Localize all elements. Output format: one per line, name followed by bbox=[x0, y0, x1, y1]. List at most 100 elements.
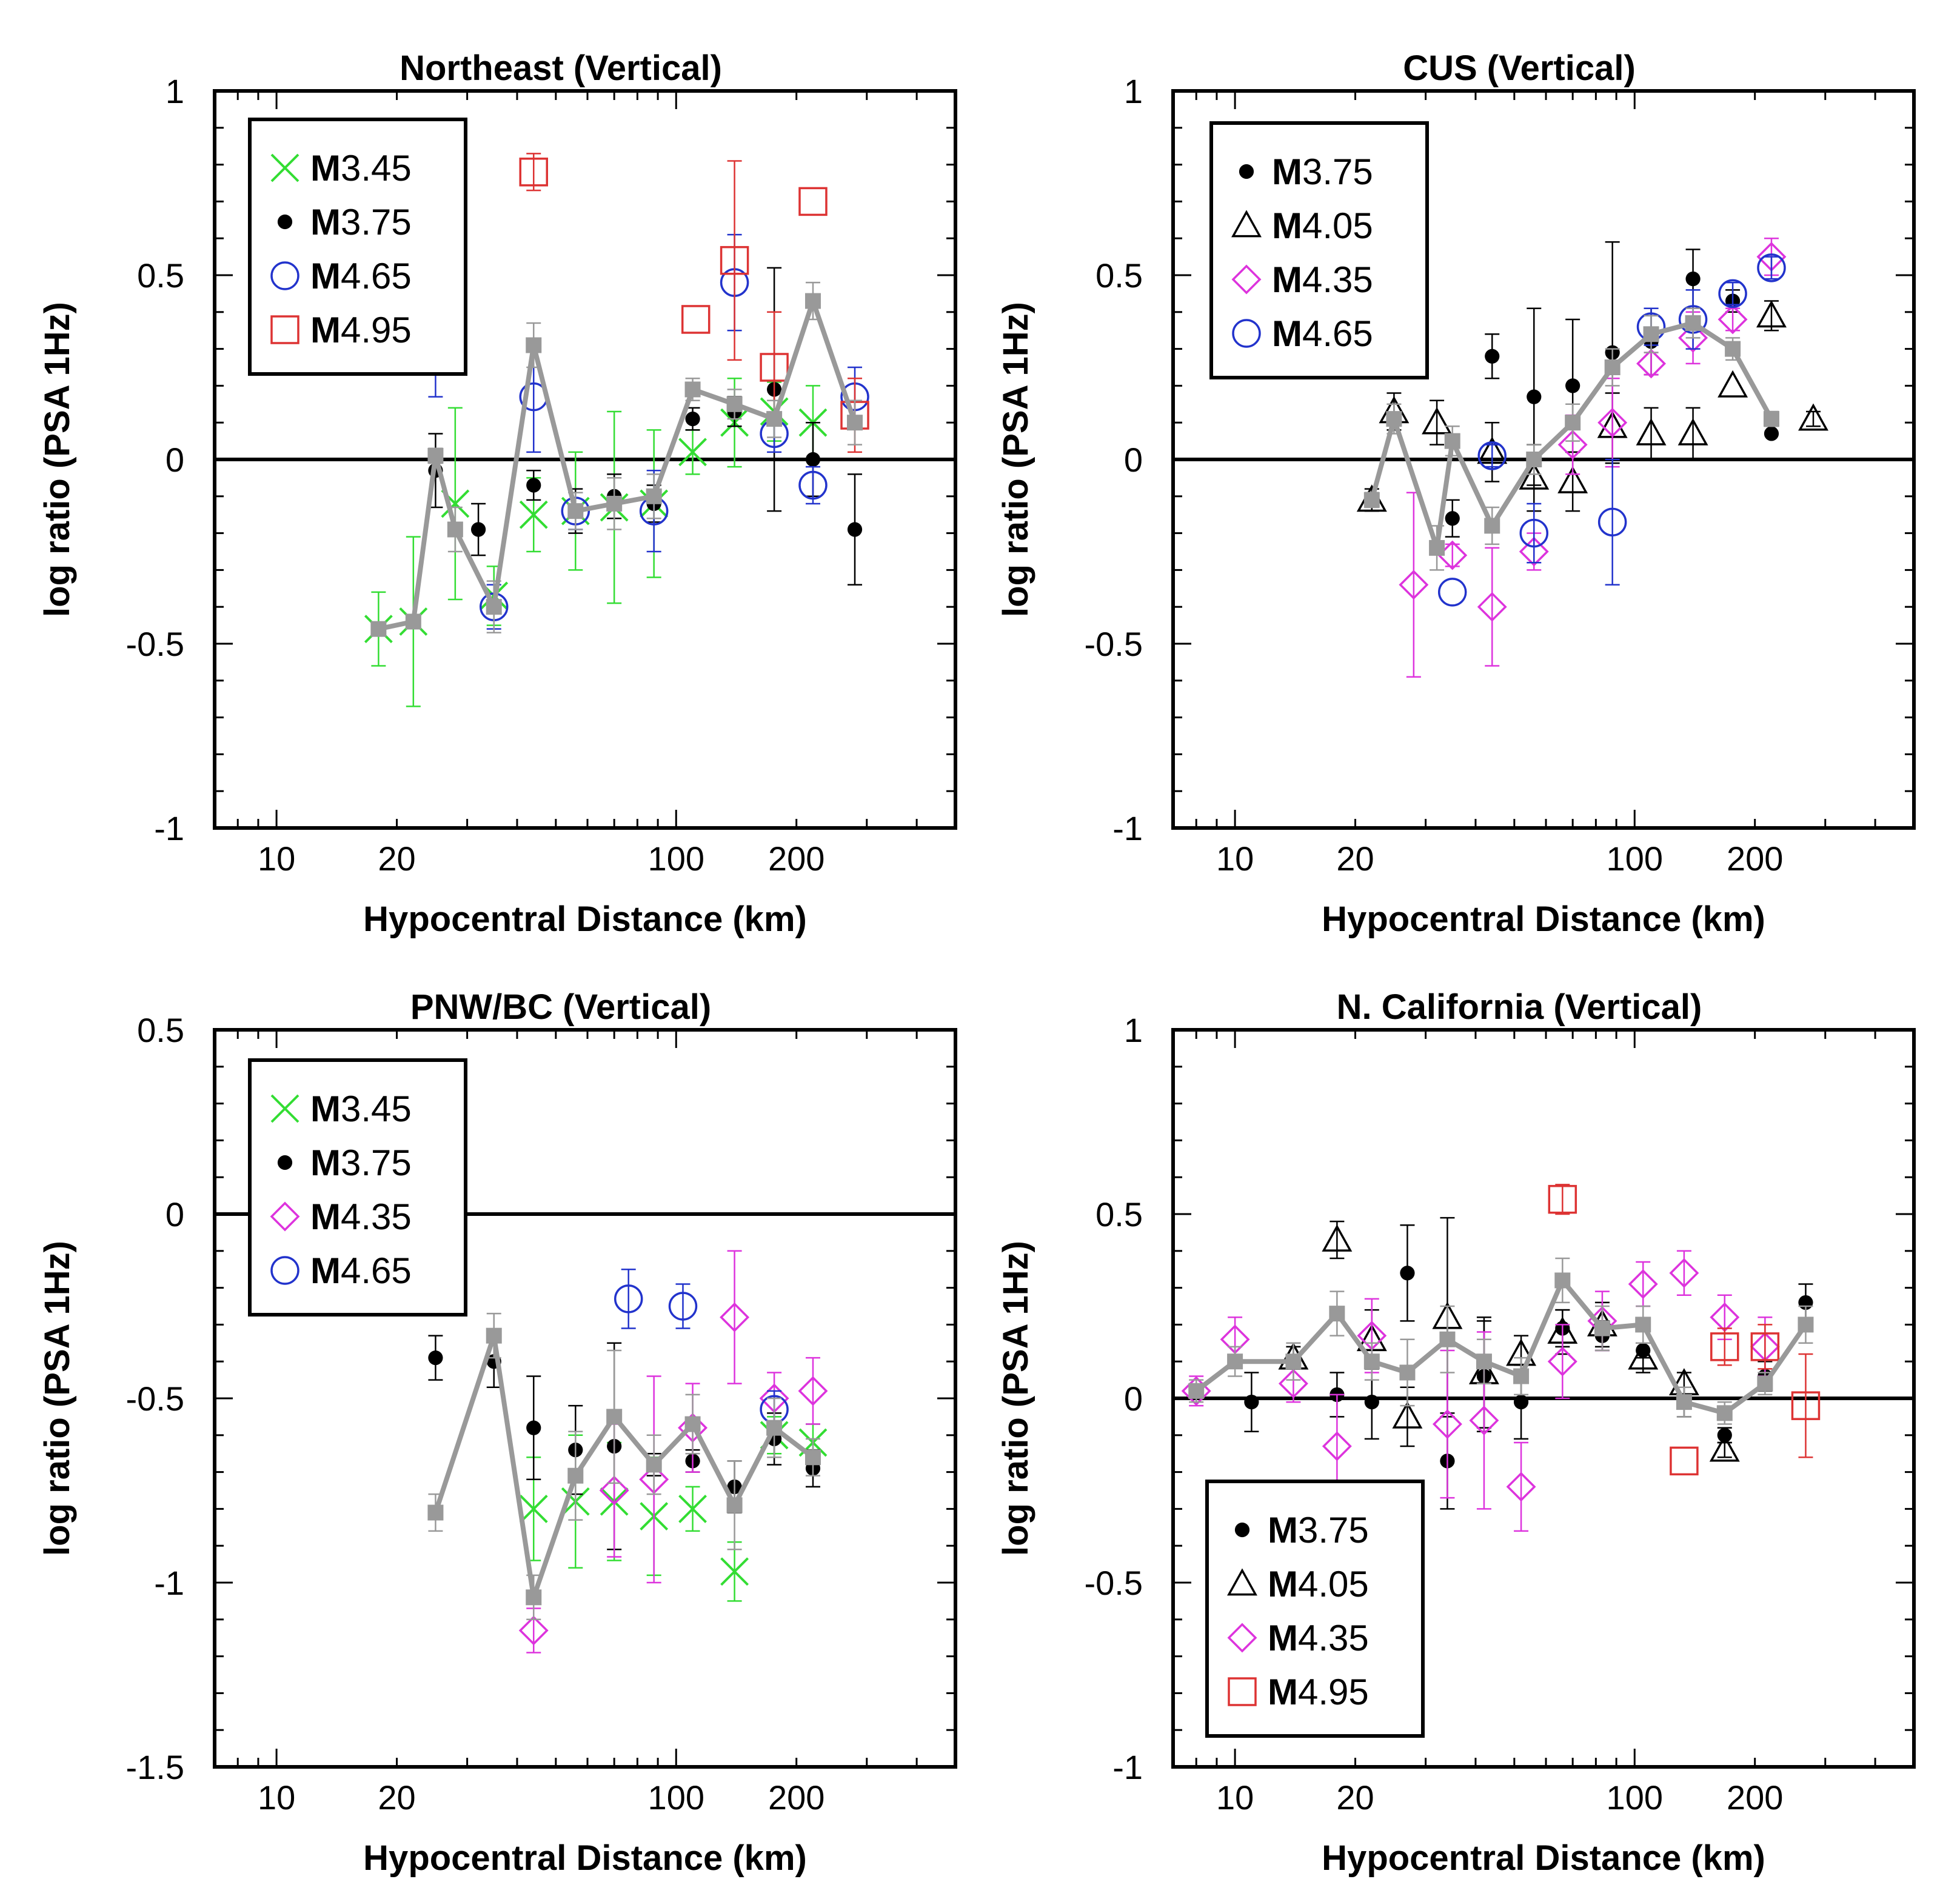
data-point-mean bbox=[1227, 1353, 1243, 1370]
data-point-dot bbox=[805, 452, 821, 467]
data-point-diamond bbox=[798, 1376, 828, 1406]
mean-line bbox=[433, 1333, 815, 1600]
data-point-mean bbox=[766, 411, 783, 427]
legend-magnitude-prefix: M bbox=[1272, 152, 1302, 192]
y-tick-label: -1 bbox=[154, 809, 184, 847]
data-point-dot bbox=[1364, 1394, 1379, 1410]
data-point-circle bbox=[1477, 441, 1507, 470]
data-point-square bbox=[1548, 1184, 1577, 1214]
legend-marker-circle bbox=[270, 261, 299, 290]
x-tick-label: 10 bbox=[258, 839, 295, 878]
data-point-square bbox=[681, 305, 711, 334]
legend-marker-diamond bbox=[1227, 1623, 1257, 1653]
data-point-mean bbox=[1329, 1306, 1345, 1322]
data-point-circle bbox=[1597, 507, 1627, 537]
series-mean bbox=[370, 281, 863, 637]
data-point-circle bbox=[1519, 518, 1549, 548]
legend-marker-diamond bbox=[270, 1201, 300, 1232]
data-point-diamond bbox=[1322, 1431, 1352, 1461]
plot-frame bbox=[213, 89, 957, 830]
x-tick-label: 10 bbox=[1216, 839, 1254, 878]
x-tick-label: 200 bbox=[1727, 1778, 1783, 1817]
data-point-diamond bbox=[1718, 304, 1748, 335]
data-point-diamond bbox=[518, 1615, 549, 1646]
x-tick-label: 200 bbox=[768, 1778, 824, 1817]
legend-magnitude-prefix: M bbox=[310, 1250, 341, 1291]
legend-entry-label: M3.75 bbox=[310, 1143, 412, 1183]
y-tick-label: -1 bbox=[1112, 809, 1143, 847]
data-point-mean bbox=[646, 1457, 662, 1473]
legend-magnitude-value: 4.35 bbox=[1298, 1618, 1369, 1658]
legend-entry-label: M4.95 bbox=[310, 310, 412, 350]
legend-magnitude-prefix: M bbox=[310, 202, 341, 242]
data-point-dot bbox=[428, 1350, 443, 1366]
data-point-mean bbox=[447, 521, 463, 538]
data-point-circle bbox=[614, 1284, 643, 1313]
data-point-mean bbox=[1513, 1368, 1530, 1384]
x-tick-label: 20 bbox=[378, 1778, 415, 1817]
data-point-mean bbox=[1725, 341, 1741, 357]
legend-entry-label: M4.65 bbox=[310, 256, 412, 296]
y-tick-label: 0 bbox=[166, 441, 184, 479]
data-point-triangle bbox=[1756, 300, 1787, 328]
legend-magnitude-value: 3.75 bbox=[1298, 1510, 1369, 1550]
series-m4-95 bbox=[1548, 1184, 1821, 1476]
data-point-mean bbox=[405, 613, 421, 630]
data-point-diamond bbox=[1669, 1258, 1699, 1288]
data-point-diamond bbox=[1399, 570, 1429, 600]
data-point-mean bbox=[567, 503, 584, 519]
data-point-dot bbox=[470, 522, 486, 537]
legend-magnitude-value: 4.35 bbox=[341, 1196, 412, 1237]
y-tick-label: 0.5 bbox=[1095, 1195, 1143, 1233]
data-point-triangle bbox=[1628, 1342, 1659, 1370]
data-point-mean bbox=[684, 1416, 701, 1432]
y-tick-label: -1.5 bbox=[126, 1748, 185, 1786]
legend-magnitude-value: 3.45 bbox=[341, 148, 412, 189]
legend-entry-label: M4.35 bbox=[310, 1196, 412, 1237]
data-point-x bbox=[720, 1557, 749, 1586]
y-tick-label: -0.5 bbox=[1085, 625, 1143, 663]
legend-magnitude-prefix: M bbox=[310, 148, 341, 189]
panel-title: PNW/BC (Vertical) bbox=[410, 987, 711, 1027]
legend-magnitude-prefix: M bbox=[310, 256, 341, 296]
legend-magnitude-value: 3.75 bbox=[341, 202, 412, 242]
legend-marker-x bbox=[270, 1094, 299, 1123]
data-point-diamond bbox=[720, 1302, 750, 1332]
y-tick-label: 1 bbox=[1124, 1011, 1143, 1049]
panel-cus: CUS (Vertical) -1 -0.5 0 0.5 1 10 20 100 200 Hypoc… bbox=[996, 48, 1916, 939]
y-axis-label: log ratio (PSA 1Hz) bbox=[38, 1241, 77, 1556]
data-point-square bbox=[519, 158, 548, 187]
data-point-square bbox=[1750, 1332, 1780, 1361]
panel-title: Northeast (Vertical) bbox=[400, 48, 722, 88]
plot-frame bbox=[213, 1028, 957, 1769]
legend-marker-square bbox=[1228, 1677, 1257, 1706]
data-point-triangle bbox=[1709, 1434, 1740, 1462]
legend-magnitude-prefix: M bbox=[1272, 205, 1302, 246]
legend-magnitude-value: 4.35 bbox=[1302, 259, 1373, 300]
data-point-mean bbox=[486, 599, 502, 615]
legend-magnitude-value: 4.05 bbox=[1302, 205, 1373, 246]
legend-marker-circle bbox=[270, 1256, 299, 1285]
series-m3-75 bbox=[1244, 1224, 1813, 1510]
data-point-mean bbox=[1285, 1353, 1302, 1370]
legend-magnitude-value: 3.45 bbox=[341, 1089, 412, 1129]
x-tick-label: 100 bbox=[1607, 1778, 1663, 1817]
series-m4-05 bbox=[1278, 1216, 1740, 1462]
data-point-diamond bbox=[1678, 322, 1708, 353]
x-tick-label: 20 bbox=[378, 839, 415, 878]
data-point-mean bbox=[567, 1467, 584, 1484]
legend-magnitude-value: 4.65 bbox=[341, 256, 412, 296]
y-tick-label: -0.5 bbox=[1085, 1564, 1143, 1602]
data-point-mean bbox=[1798, 1317, 1814, 1333]
data-point-x bbox=[519, 1494, 548, 1523]
data-point-diamond bbox=[1477, 592, 1507, 622]
legend-entry-label: M4.95 bbox=[1268, 1672, 1369, 1712]
legend-magnitude-prefix: M bbox=[1268, 1618, 1298, 1658]
y-tick-label: 0 bbox=[166, 1195, 184, 1233]
y-tick-label: 0.5 bbox=[137, 256, 184, 295]
legend-magnitude-prefix: M bbox=[1272, 259, 1302, 300]
x-axis-label: Hypocentral Distance (km) bbox=[363, 899, 807, 939]
legend-entry-label: M4.35 bbox=[1272, 259, 1373, 300]
data-point-dot bbox=[1400, 1266, 1415, 1281]
